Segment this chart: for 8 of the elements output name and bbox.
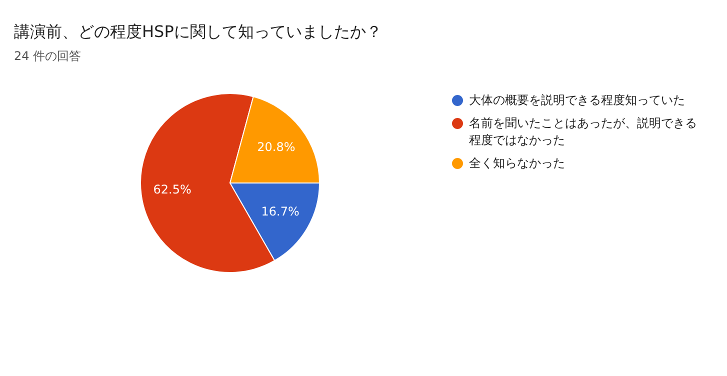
- chart-title: 講演前、どの程度HSPに関して知っていましたか？: [14, 22, 382, 43]
- data-label: 62.5%: [153, 182, 192, 197]
- legend-label: 名前を聞いたことはあったが、説明できる程度ではなかった: [469, 115, 698, 149]
- data-label: 16.7%: [261, 204, 300, 218]
- legend-label: 大体の概要を説明できる程度知っていた: [469, 92, 685, 109]
- legend-label: 全く知らなかった: [469, 155, 565, 172]
- data-label: 20.8%: [257, 140, 296, 154]
- chart-subtitle: 24 件の回答: [14, 48, 82, 65]
